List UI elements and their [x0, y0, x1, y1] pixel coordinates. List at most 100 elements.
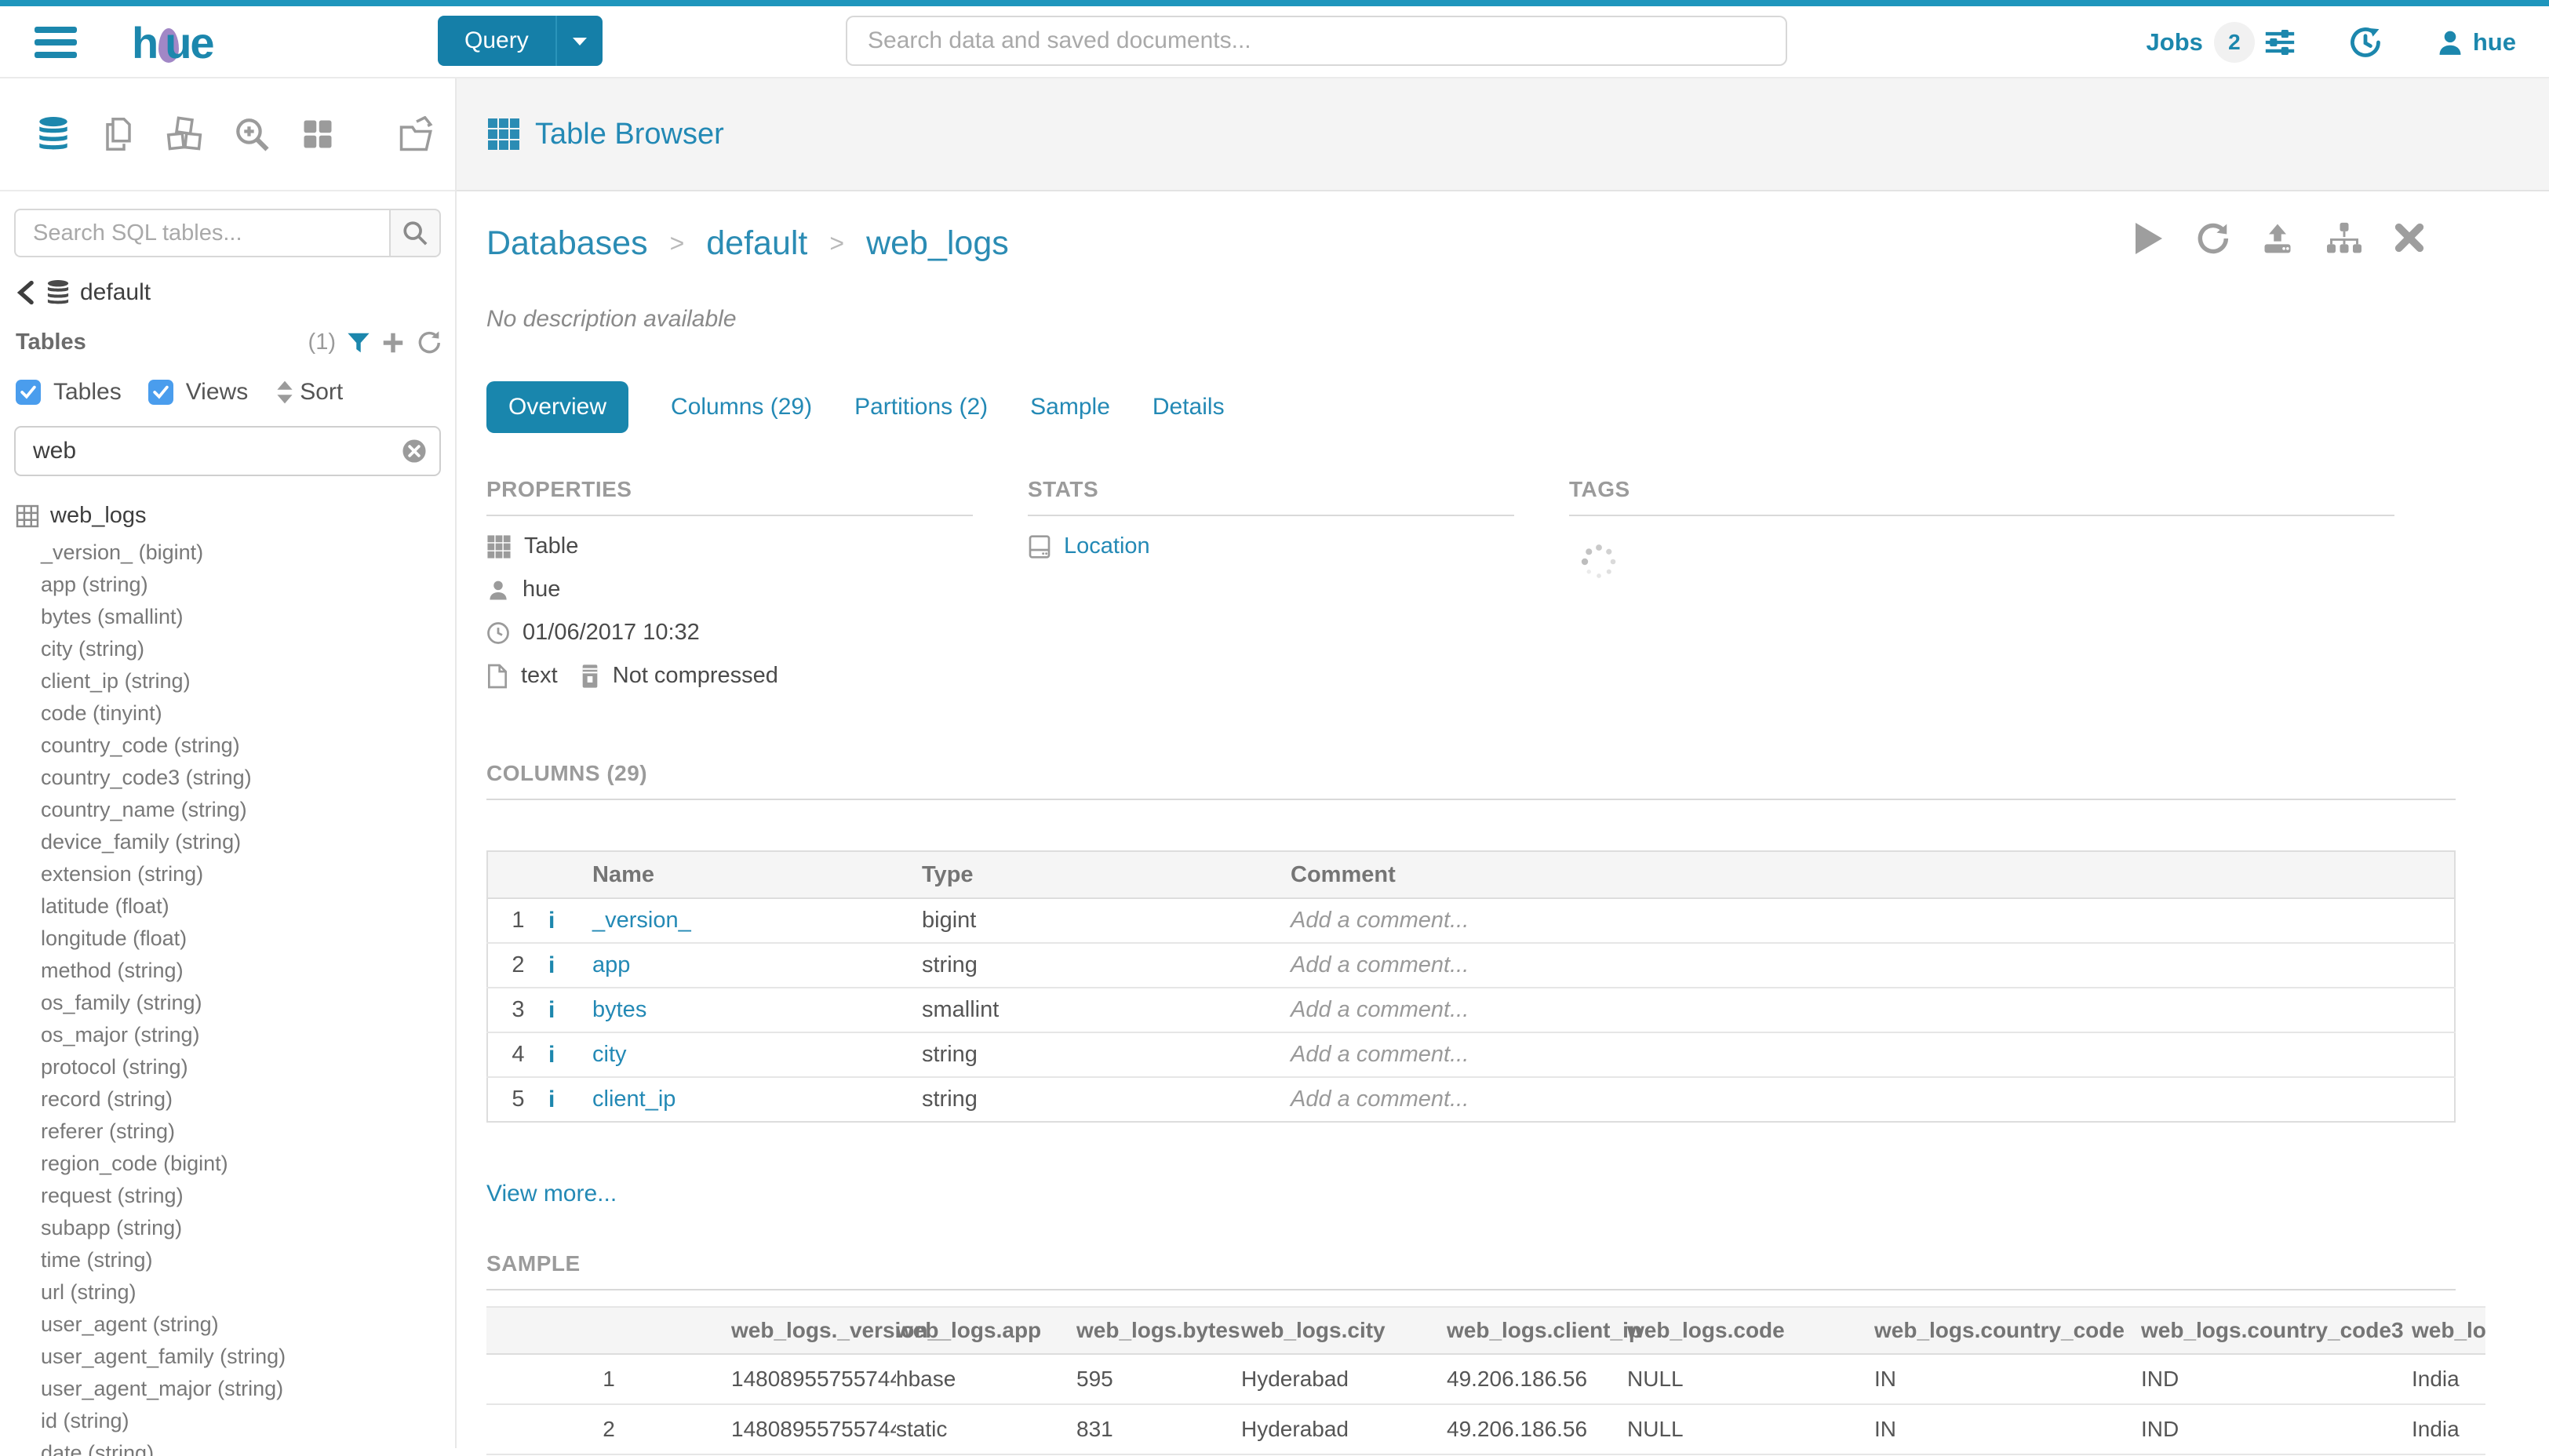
tab-overview[interactable]: Overview [486, 381, 629, 433]
sidebar-column-item[interactable]: request (string) [41, 1184, 184, 1207]
tab-sample[interactable]: Sample [1030, 394, 1110, 420]
owner-icon [486, 578, 510, 602]
zoom-in-source-icon[interactable] [234, 116, 270, 152]
sidebar-column-list: _version_ (bigint) app (string) bytes (s… [0, 537, 455, 1456]
global-search-input[interactable] [846, 16, 1787, 66]
refresh-table-icon[interactable] [2194, 221, 2230, 256]
column-info-icon[interactable]: i [548, 996, 555, 1023]
sidebar-column-item[interactable]: subapp (string) [41, 1216, 183, 1239]
sidebar-column-item[interactable]: url (string) [41, 1280, 137, 1304]
sidebar-column-item[interactable]: country_code (string) [41, 733, 240, 757]
close-icon[interactable] [2393, 221, 2426, 256]
breadcrumb-default[interactable]: default [706, 224, 808, 262]
breadcrumb-databases[interactable]: Databases [486, 224, 648, 262]
sample-cell: static [896, 1404, 1076, 1455]
sample-cell: Hyderabad [1241, 1404, 1447, 1455]
history-icon[interactable] [2347, 25, 2383, 60]
tab-details[interactable]: Details [1152, 394, 1225, 420]
column-comment-placeholder[interactable]: Add a comment... [1291, 1042, 1469, 1067]
column-name-link[interactable]: app [592, 952, 631, 977]
view-more-link[interactable]: View more... [486, 1181, 617, 1207]
sidebar-column-item[interactable]: app (string) [41, 573, 148, 596]
sidebar-column-item[interactable]: record (string) [41, 1087, 173, 1111]
sidebar-column-item[interactable]: method (string) [41, 959, 184, 982]
sidebar-column-item[interactable]: code (tinyint) [41, 701, 162, 725]
column-comment-placeholder[interactable]: Add a comment... [1291, 952, 1469, 977]
sidebar-column-item[interactable]: os_major (string) [41, 1023, 200, 1046]
sidebar-column-item[interactable]: latitude (float) [41, 894, 169, 918]
sql-tables-search-input[interactable] [14, 209, 389, 257]
sidebar-column-item[interactable]: protocol (string) [41, 1055, 188, 1079]
query-table-icon[interactable] [2132, 221, 2164, 256]
sidebar-column-item[interactable]: longitude (float) [41, 926, 188, 950]
sidebar-column-item[interactable]: _version_ (bigint) [41, 541, 204, 564]
sidebar-column-item[interactable]: city (string) [41, 637, 145, 661]
lineage-sitemap-icon[interactable] [2325, 221, 2363, 256]
sidebar-column-item[interactable]: user_agent (string) [41, 1312, 219, 1336]
sidebar-column-item[interactable]: id (string) [41, 1409, 129, 1432]
sidebar-column-item[interactable]: user_agent_family (string) [41, 1345, 286, 1368]
column-name-link[interactable]: bytes [592, 997, 647, 1022]
sort-toggle[interactable]: Sort [275, 379, 343, 406]
sidebar-column-item[interactable]: bytes (smallint) [41, 605, 184, 628]
sidebar-column-item[interactable]: extension (string) [41, 862, 204, 886]
column-comment-placeholder[interactable]: Add a comment... [1291, 908, 1469, 933]
jobs-link[interactable]: Jobs [2146, 28, 2203, 56]
jobs-count-badge[interactable]: 2 [2213, 22, 2255, 63]
views-checkbox[interactable] [147, 380, 173, 405]
sidebar-column-item[interactable]: os_family (string) [41, 991, 202, 1014]
tab-partitions[interactable]: Partitions (2) [854, 394, 989, 420]
column-name-link[interactable]: city [592, 1042, 627, 1067]
refresh-icon[interactable] [416, 330, 441, 355]
column-info-icon[interactable]: i [548, 907, 555, 934]
table-filter-input[interactable] [14, 426, 441, 476]
sidebar-column-item[interactable]: region_code (bigint) [41, 1152, 228, 1175]
sample-table-scroll-area[interactable]: web_logs._version_ web_logs.app web_logs… [486, 1306, 2485, 1456]
database-source-icon[interactable] [36, 116, 71, 152]
property-owner: hue [523, 577, 561, 602]
hamburger-menu-icon[interactable] [35, 27, 77, 64]
cubes-source-icon[interactable] [166, 116, 202, 152]
sample-table-header: web_logs.country_code [1874, 1306, 2141, 1355]
sidebar-column-item[interactable]: time (string) [41, 1248, 153, 1272]
add-icon[interactable] [381, 331, 405, 355]
query-button[interactable]: Query [438, 16, 555, 66]
views-checkbox-label: Views [185, 379, 249, 405]
breadcrumb-web-logs[interactable]: web_logs [866, 224, 1009, 262]
sidebar-column-item[interactable]: user_agent_major (string) [41, 1377, 284, 1400]
column-info-icon[interactable]: i [548, 952, 555, 978]
filter-funnel-icon[interactable] [347, 331, 370, 355]
column-info-icon[interactable]: i [548, 1086, 555, 1112]
user-menu[interactable]: hue [2435, 27, 2516, 57]
database-breadcrumb[interactable]: default [16, 279, 455, 306]
sql-tables-search-button[interactable] [389, 209, 441, 257]
sidebar-column-item[interactable]: country_name (string) [41, 798, 247, 821]
sidebar-column-item[interactable]: referer (string) [41, 1119, 176, 1143]
column-info-icon[interactable]: i [548, 1041, 555, 1068]
tables-checkbox[interactable] [16, 380, 41, 405]
query-dropdown-caret[interactable] [555, 16, 603, 66]
folder-documents-icon[interactable] [397, 116, 436, 152]
clear-filter-icon[interactable] [402, 439, 427, 468]
column-comment-placeholder[interactable]: Add a comment... [1291, 1087, 1469, 1112]
sidebar-column-item[interactable]: date (string) [41, 1441, 155, 1456]
column-comment-placeholder[interactable]: Add a comment... [1291, 997, 1469, 1022]
sidebar-table-web-logs[interactable]: web_logs [16, 503, 455, 529]
sidebar-column-item[interactable]: client_ip (string) [41, 669, 191, 693]
columns-table-header-comment: Comment [1291, 851, 2455, 899]
sliders-icon[interactable] [2263, 27, 2297, 58]
apps-grid-icon[interactable] [301, 118, 334, 151]
sidebar-column-item[interactable]: country_code3 (string) [41, 766, 252, 789]
documents-source-icon[interactable] [102, 116, 135, 152]
sample-cell: 49.206.186.56 [1447, 1404, 1627, 1455]
hue-logo[interactable]: h ue [132, 18, 215, 67]
import-table-icon[interactable] [2260, 221, 2296, 256]
column-row-number: 4 [487, 1032, 548, 1078]
sample-cell: 1480895575574446000 [731, 1354, 896, 1405]
tab-columns[interactable]: Columns (29) [671, 394, 813, 420]
sample-cell: 595 [1076, 1354, 1241, 1405]
column-name-link[interactable]: client_ip [592, 1087, 676, 1112]
location-link[interactable]: Location [1064, 533, 1150, 559]
column-name-link[interactable]: _version_ [592, 908, 691, 933]
sidebar-column-item[interactable]: device_family (string) [41, 830, 242, 854]
